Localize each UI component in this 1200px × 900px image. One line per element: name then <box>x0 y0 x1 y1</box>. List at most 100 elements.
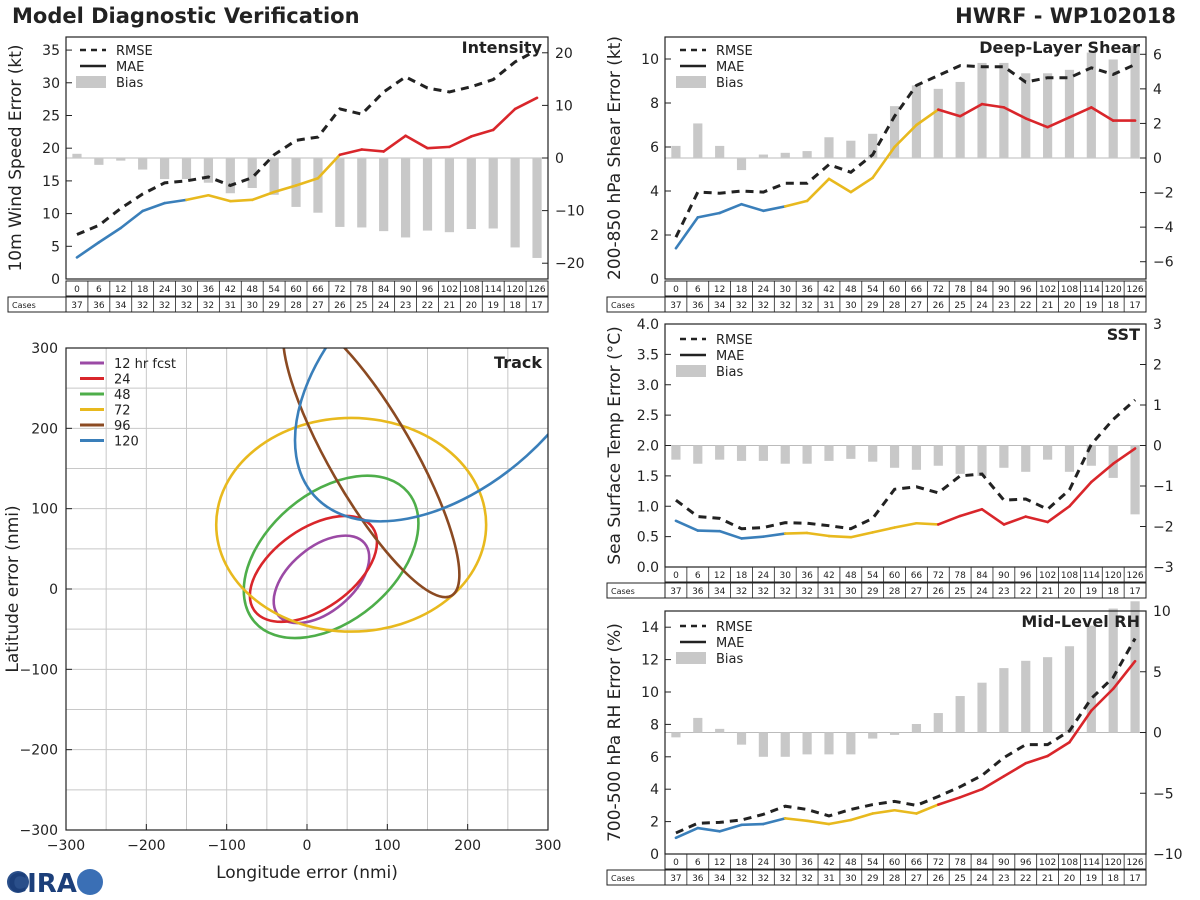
forecast-hour-cell: 18 <box>736 858 748 868</box>
legend-bias-label: Bias <box>116 76 143 91</box>
rh-bias-bar <box>846 732 856 755</box>
forecast-hour-cell: 78 <box>356 285 368 295</box>
case-count-cell: 32 <box>780 587 791 597</box>
intensity-bias-bar <box>247 158 257 188</box>
case-count-cell: 32 <box>780 301 791 311</box>
case-count-cell: 22 <box>422 301 433 311</box>
shear-bias-bar <box>868 133 878 158</box>
forecast-hour-cell: 24 <box>758 571 770 581</box>
forecast-hour-cell: 42 <box>225 285 236 295</box>
intensity-bias-bar <box>400 158 411 238</box>
case-count-cell: 36 <box>692 587 704 597</box>
rh-mae-segment <box>1002 761 1028 778</box>
forecast-hour-cell: 18 <box>137 285 149 295</box>
rh-mae-segment <box>783 817 809 823</box>
intensity-bias-bar <box>203 158 214 183</box>
sst-mae-segment <box>980 507 1006 526</box>
case-count-cell: 24 <box>378 301 390 311</box>
legend-bias-swatch <box>676 652 706 664</box>
case-count-cell: 28 <box>290 301 302 311</box>
forecast-hour-cell: 54 <box>867 285 879 295</box>
sst-bias-bar <box>868 445 878 462</box>
shear-bias-bar <box>1108 59 1118 158</box>
case-count-cell: 22 <box>1020 874 1031 884</box>
rh-mae-segment <box>871 808 896 815</box>
case-count-cell: 17 <box>1129 587 1140 597</box>
rh-y2tick-label: 5 <box>1153 665 1162 681</box>
rh-ytick-label: 0 <box>650 847 659 863</box>
track-ellipse-72 <box>214 416 488 633</box>
case-count-cell: 32 <box>801 874 812 884</box>
rh-mae-segment <box>805 819 831 826</box>
forecast-hour-cell: 126 <box>1126 858 1143 868</box>
rh-mae-segment <box>936 795 962 806</box>
track-ellipse-48 <box>242 474 420 640</box>
intensity-bias-bar <box>357 158 367 228</box>
intensity-ytick-label: 20 <box>42 141 60 157</box>
rh-bias-bar <box>693 717 703 733</box>
track-ytick-label: 100 <box>31 502 58 518</box>
legend-bias-swatch <box>676 76 706 88</box>
sst-ytick-label: 2.0 <box>637 439 659 455</box>
sst-mae-segment <box>762 532 787 538</box>
logo-emblem <box>77 869 103 895</box>
sst-bias-bar <box>1086 445 1096 466</box>
intensity-bias-bar <box>94 158 104 165</box>
case-count-cell: 32 <box>181 301 192 311</box>
rh-bias-bar <box>955 696 965 733</box>
intensity-bias-bar <box>269 158 279 195</box>
shear-bias-bar <box>1021 73 1031 158</box>
legend-mae-label: MAE <box>116 60 144 75</box>
intensity-ytick-label: 0 <box>51 272 60 288</box>
forecast-hour-cell: 66 <box>911 571 923 581</box>
shear-mae-segment <box>849 176 875 194</box>
sst-bias-bar <box>1064 445 1075 472</box>
logo-text: CIRA <box>8 869 77 899</box>
rh-rmse-line <box>675 637 1137 835</box>
case-count-cell: 18 <box>1107 874 1119 884</box>
forecast-hour-cell: 54 <box>867 858 879 868</box>
sst-rmse-line <box>675 398 1137 531</box>
sst-bias-bar <box>911 445 922 470</box>
case-count-cell: 23 <box>998 301 1009 311</box>
forecast-hour-cell: 0 <box>673 571 679 581</box>
case-count-cell: 29 <box>268 301 280 311</box>
case-count-cell: 18 <box>1107 301 1119 311</box>
case-count-cell: 18 <box>1107 587 1119 597</box>
intensity-mae-segment <box>316 153 342 180</box>
cases-row <box>7 296 549 313</box>
intensity-rmse-line <box>76 48 538 236</box>
case-count-cell: 26 <box>933 874 945 884</box>
intensity-mae-segment <box>360 148 385 153</box>
forecast-hour-cell: 96 <box>422 285 434 295</box>
case-count-cell: 37 <box>71 301 82 311</box>
case-count-cell: 34 <box>714 301 726 311</box>
intensity-mae-segment <box>141 201 166 213</box>
rh-mae-segment <box>958 787 984 799</box>
sst-bias-bar <box>846 445 856 459</box>
sst-mae-segment <box>674 519 700 532</box>
rh-ytick-label: 4 <box>650 782 659 798</box>
rh-bias-bar <box>802 732 812 755</box>
rh-cases-table: Cases 0 37 6 36 12 34 18 32 24 32 30 32 36 32 42 31 48 30 5… <box>606 853 1147 886</box>
sst-mae-segment <box>849 531 875 539</box>
legend-mae-label: MAE <box>716 349 744 364</box>
shear-bias-bar <box>1086 52 1096 158</box>
case-count-cell: 23 <box>998 587 1009 597</box>
case-count-cell: 19 <box>488 301 500 311</box>
case-count-cell: 30 <box>247 301 259 311</box>
shear-bias-bar <box>933 88 943 158</box>
track-xtick-label: −100 <box>207 838 245 854</box>
case-count-cell: 32 <box>780 874 791 884</box>
case-count-cell: 31 <box>823 874 834 884</box>
intensity-title: Intensity <box>462 38 543 57</box>
rh-ylabel: 700-500 hPa RH Error (%) <box>605 623 625 842</box>
intensity-mae-segment <box>448 135 473 149</box>
sst-mae-segment <box>1111 447 1137 466</box>
forecast-hour-cell: 120 <box>1105 285 1122 295</box>
rh-bias-bar <box>868 732 878 739</box>
rh-ytick-label: 2 <box>650 815 659 831</box>
sst-ytick-label: 4.0 <box>637 317 659 333</box>
rh-bias-bar <box>824 732 834 755</box>
